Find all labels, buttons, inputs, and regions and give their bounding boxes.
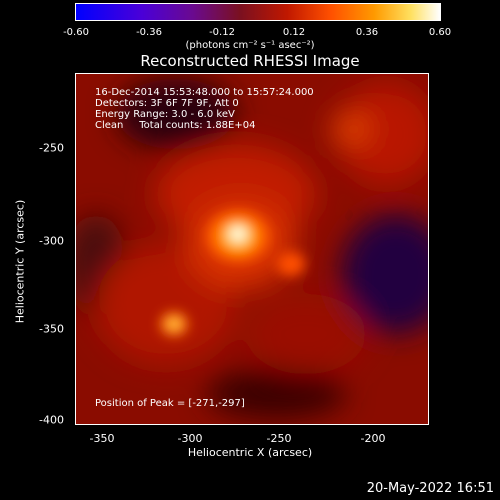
x-tick: -300 bbox=[177, 432, 203, 445]
image-plot[interactable] bbox=[75, 73, 429, 425]
info-time-range: 16-Dec-2014 15:53:48.000 to 15:57:24.000 bbox=[95, 87, 314, 98]
x-tick: -250 bbox=[266, 432, 292, 445]
x-axis-label: Heliocentric X (arcsec) bbox=[187, 446, 313, 459]
colorbar-tick: 0.36 bbox=[355, 27, 379, 38]
colorbar-tick: -0.60 bbox=[63, 27, 89, 38]
image-title: Reconstructed RHESSI Image bbox=[140, 52, 360, 70]
y-tick: -400 bbox=[39, 413, 64, 427]
info-total-counts: Clean Total counts: 1.88E+04 bbox=[95, 120, 256, 131]
colorbar bbox=[75, 3, 441, 21]
info-detectors: Detectors: 3F 6F 7F 9F, Att 0 bbox=[95, 98, 239, 109]
colorbar-tick: 0.12 bbox=[282, 27, 306, 38]
colorbar-tick: -0.36 bbox=[136, 27, 162, 38]
peak-position: Position of Peak = [-271,-297] bbox=[95, 398, 245, 409]
y-tick: -250 bbox=[39, 141, 64, 155]
x-tick: -350 bbox=[89, 432, 115, 445]
x-tick: -200 bbox=[360, 432, 386, 445]
y-tick: -350 bbox=[39, 322, 64, 336]
colorbar-tick: 0.60 bbox=[428, 27, 452, 38]
colorbar-unit-label: (photons cm⁻² s⁻¹ asec⁻²) bbox=[185, 40, 315, 51]
colorbar-tick: -0.12 bbox=[209, 27, 235, 38]
y-tick: -300 bbox=[39, 234, 64, 248]
y-axis-label: Heliocentric Y (arcsec) bbox=[13, 199, 27, 324]
info-energy-range: Energy Range: 3.0 - 6.0 keV bbox=[95, 109, 235, 120]
timestamp: 20-May-2022 16:51 bbox=[366, 481, 494, 496]
solar-image bbox=[76, 74, 428, 424]
